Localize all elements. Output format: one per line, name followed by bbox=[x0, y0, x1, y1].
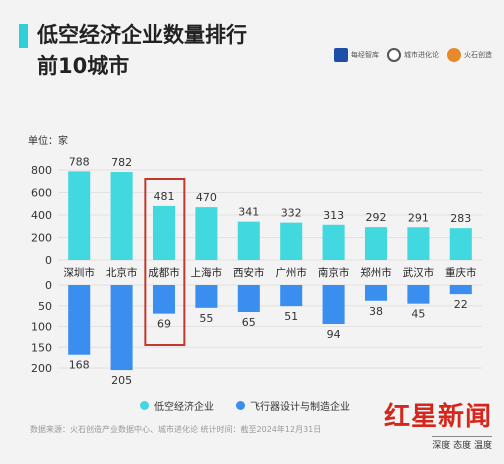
top-bar bbox=[195, 207, 218, 260]
huoshi-logo-icon bbox=[447, 48, 461, 62]
legend-swatch-top-series bbox=[140, 401, 149, 410]
legend-item-bottom-series: 飞行器设计与制造企业 bbox=[236, 398, 350, 413]
bottom-bar bbox=[364, 285, 388, 301]
chart-title-line1: 低空经济企业数量排行 bbox=[37, 23, 247, 47]
chart-legend: 低空经济企业 飞行器设计与制造企业 bbox=[140, 398, 350, 413]
top-bar bbox=[110, 172, 133, 260]
bottom-bar bbox=[68, 285, 91, 355]
legend-label-top-series: 低空经济企业 bbox=[154, 402, 214, 413]
brand-block: 红星新闻 深度 态度 温度 bbox=[362, 396, 492, 452]
top-bar-value-label: 313 bbox=[323, 209, 344, 222]
legend-swatch-bottom-series bbox=[236, 401, 245, 410]
bottom-bar-value-label: 55 bbox=[199, 312, 213, 325]
category-label: 重庆市 bbox=[445, 266, 477, 279]
bottom-bar-value-label: 45 bbox=[411, 308, 425, 321]
logo-huoshi-text: 火石创造 bbox=[464, 51, 492, 59]
bottom-bar-value-label: 69 bbox=[157, 318, 171, 331]
top-bar bbox=[280, 222, 303, 260]
top-bar bbox=[237, 221, 260, 260]
bottom-bar-value-label: 51 bbox=[284, 310, 298, 323]
category-label: 成都市 bbox=[148, 266, 180, 279]
top-bar-value-label: 341 bbox=[238, 206, 259, 219]
bottom-bar-value-label: 94 bbox=[327, 328, 341, 341]
bottom-bar-value-label: 38 bbox=[369, 305, 383, 318]
chart-title: 低空经济企业数量排行 前10城市 bbox=[37, 20, 247, 82]
city-evolution-logo-icon bbox=[387, 48, 401, 62]
category-label: 广州市 bbox=[275, 266, 307, 279]
bottom-bar bbox=[110, 285, 133, 371]
bottom-bar-value-label: 205 bbox=[111, 374, 132, 387]
category-label: 武汉市 bbox=[403, 266, 435, 279]
logo-huoshi: 火石创造 bbox=[447, 48, 492, 62]
top-y-tick-label: 400 bbox=[31, 209, 52, 222]
top-bar bbox=[322, 224, 345, 260]
brand-name: 红星新闻 bbox=[383, 402, 492, 432]
highlight-box bbox=[144, 178, 186, 346]
bottom-bar bbox=[237, 285, 260, 312]
bottom-bar-value-label: 65 bbox=[242, 316, 256, 329]
bottom-y-tick-label: 50 bbox=[38, 300, 52, 313]
top-bar-value-label: 470 bbox=[196, 191, 217, 204]
partner-logos: 每经智库 城市进化论 火石创造 bbox=[334, 48, 492, 62]
top-bar bbox=[407, 227, 430, 260]
bottom-bar bbox=[322, 285, 345, 325]
category-label: 郑州市 bbox=[360, 266, 392, 279]
bottom-bar bbox=[152, 285, 176, 314]
top-bar bbox=[364, 227, 388, 260]
bottom-y-tick-label: 100 bbox=[31, 321, 52, 334]
top-bar-value-label: 292 bbox=[366, 211, 387, 224]
bottom-bar-value-label: 168 bbox=[69, 359, 90, 372]
bottom-bar bbox=[449, 285, 472, 295]
unit-label: 单位：家 bbox=[28, 134, 68, 147]
top-bar bbox=[449, 228, 472, 260]
chart-title-line2: 前10城市 bbox=[37, 54, 130, 78]
meijing-logo-icon bbox=[334, 48, 348, 62]
logo-city-evolution: 城市进化论 bbox=[387, 48, 439, 62]
bottom-y-tick-label: 150 bbox=[31, 341, 52, 354]
category-label: 北京市 bbox=[106, 266, 138, 279]
category-label: 南京市 bbox=[318, 266, 350, 279]
logo-meijing: 每经智库 bbox=[334, 48, 379, 62]
legend-label-bottom-series: 飞行器设计与制造企业 bbox=[250, 402, 350, 413]
top-bar-value-label: 332 bbox=[281, 207, 302, 220]
bottom-bar bbox=[195, 285, 218, 308]
logo-city-evolution-text: 城市进化论 bbox=[404, 51, 439, 59]
top-bar bbox=[152, 205, 176, 260]
bottom-bar bbox=[407, 285, 430, 304]
bottom-y-tick-label: 200 bbox=[31, 362, 52, 375]
brand-tagline: 深度 态度 温度 bbox=[432, 436, 492, 451]
category-label: 西安市 bbox=[233, 266, 265, 279]
top-y-tick-label: 0 bbox=[45, 254, 52, 267]
top-bar bbox=[68, 171, 91, 260]
legend-item-top-series: 低空经济企业 bbox=[140, 398, 214, 413]
bottom-bar bbox=[280, 285, 303, 307]
category-label: 深圳市 bbox=[63, 266, 95, 279]
top-y-tick-label: 800 bbox=[31, 164, 52, 177]
top-bar-value-label: 291 bbox=[408, 211, 429, 224]
top-bar-value-label: 782 bbox=[111, 156, 132, 169]
top-y-tick-label: 200 bbox=[31, 232, 52, 245]
bottom-bar-value-label: 22 bbox=[454, 298, 468, 311]
top-bar-value-label: 481 bbox=[154, 190, 175, 203]
top-bar-value-label: 788 bbox=[69, 155, 90, 168]
title-accent-bar bbox=[19, 24, 28, 48]
bottom-y-tick-label: 0 bbox=[45, 279, 52, 292]
logo-meijing-text: 每经智库 bbox=[351, 51, 379, 59]
data-source-note: 数据来源：火石创造产业数据中心、城市进化论 统计时间：截至2024年12月31日 bbox=[30, 425, 322, 434]
category-label: 上海市 bbox=[191, 266, 223, 279]
top-bar-value-label: 283 bbox=[450, 212, 471, 225]
top-y-tick-label: 600 bbox=[31, 187, 52, 200]
